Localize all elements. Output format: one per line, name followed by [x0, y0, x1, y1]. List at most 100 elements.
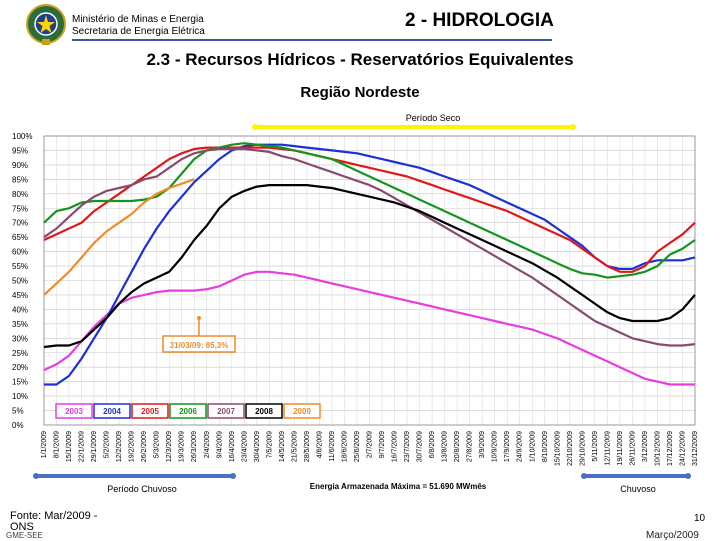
ministry-header: Ministério de Minas e Energia Secretaria…: [72, 14, 205, 38]
chart-series: [43, 142, 696, 386]
max-stored-energy-label: Energia Armazenada Máxima = 51.690 MWmês: [310, 482, 487, 491]
y-tick-label: 40%: [12, 305, 28, 314]
x-tick-label: 2/4/2009: [204, 431, 211, 458]
wet-period-label: Período Chuvoso: [107, 484, 177, 494]
x-tick-label: 30/4/2009: [254, 431, 261, 462]
x-tick-label: 3/9/2009: [479, 431, 486, 458]
x-tick-label: 5/2/2009: [104, 431, 111, 458]
x-tick-label: 19/11/2009: [617, 431, 624, 466]
ministry-name: Ministério de Minas e Energia: [72, 14, 204, 25]
x-tick-label: 17/9/2009: [504, 431, 511, 462]
footer-department: GME-SEE: [6, 531, 43, 540]
wet-period-right-end-dot: [685, 473, 691, 479]
chart-title: Região Nordeste: [300, 84, 420, 101]
annotation-current-value: 31/03/09: 85,3%: [170, 341, 229, 350]
x-tick-label: 10/9/2009: [492, 431, 499, 462]
x-tick-label: 19/2/2009: [129, 431, 136, 462]
y-axis: 0% 5% 10% 15% 20% 25% 30% 35% 40% 45% 50% 55% 60% 65%…: [12, 132, 32, 430]
y-tick-label: 45%: [12, 291, 28, 300]
legend-label-2007: 2007: [217, 407, 235, 416]
legend-box-2006: [169, 403, 207, 419]
x-tick-label: 23/7/2009: [404, 431, 411, 462]
x-tick-label: 16/4/2009: [229, 431, 236, 462]
x-tick-label: 12/3/2009: [166, 431, 173, 462]
y-tick-label: 60%: [12, 248, 28, 257]
y-tick-label: 35%: [12, 320, 28, 329]
y-tick-label: 30%: [12, 334, 28, 343]
x-tick-label: 23/4/2009: [241, 431, 248, 462]
x-tick-label: 1/10/2009: [529, 431, 536, 462]
x-tick-label: 25/6/2009: [354, 431, 361, 462]
page-title: 2.3 - Recursos Hídricos - Reservatórios …: [146, 50, 574, 69]
page-number: 10: [694, 513, 706, 524]
y-tick-label: 55%: [12, 262, 28, 271]
legend-label-2004: 2004: [103, 407, 121, 416]
legend-box-2009: [283, 403, 321, 419]
x-tick-label: 26/3/2009: [191, 431, 198, 462]
x-tick-label: 9/7/2009: [379, 431, 386, 458]
wet-period-end-label: Chuvoso: [620, 484, 656, 494]
x-tick-label: 31/12/2009: [692, 431, 699, 466]
series-line-2003: [43, 270, 695, 386]
x-tick-label: 20/8/2009: [454, 431, 461, 462]
legend-box-2003: [55, 403, 93, 419]
x-tick-label: 5/11/2009: [592, 431, 599, 462]
wet-period-right-start-dot: [581, 473, 587, 479]
x-tick-label: 11/6/2009: [329, 431, 336, 462]
x-tick-label: 12/2/2009: [116, 431, 123, 462]
x-tick-label: 15/1/2009: [66, 431, 73, 462]
series-line-2008: [43, 184, 696, 349]
x-tick-label: 6/8/2009: [429, 431, 436, 458]
x-tick-label: 9/4/2009: [216, 431, 223, 458]
series-line-2005: [43, 146, 696, 273]
dry-period-start-dot: [252, 124, 258, 130]
dry-period-label: Período Seco: [406, 113, 461, 123]
x-tick-label: 7/5/2009: [266, 431, 273, 458]
annotation-box: [162, 335, 236, 353]
header-divider: [72, 39, 552, 41]
x-tick-label: 3/12/2009: [642, 431, 649, 462]
legend-label-2005: 2005: [141, 407, 159, 416]
legend-label-2003: 2003: [65, 407, 83, 416]
x-tick-label: 24/12/2009: [679, 431, 686, 466]
x-tick-label: 13/8/2009: [442, 431, 449, 462]
x-tick-label: 27/8/2009: [467, 431, 474, 462]
x-tick-label: 29/1/2009: [91, 431, 98, 462]
x-tick-label: 2/7/2009: [367, 431, 374, 458]
chart-legend: 2003 2004 2005 2006 2007 2008 2009: [55, 403, 321, 419]
y-tick-label: 65%: [12, 233, 28, 242]
wet-period-left-end-dot: [230, 473, 236, 479]
footer-date: Março/2009: [646, 530, 699, 541]
x-tick-label: 15/10/2009: [554, 431, 561, 466]
x-tick-label: 19/3/2009: [179, 431, 186, 462]
x-tick-label: 14/5/2009: [279, 431, 286, 462]
x-tick-label: 18/6/2009: [341, 431, 348, 462]
x-tick-label: 8/10/2009: [542, 431, 549, 462]
x-tick-label: 26/11/2009: [629, 431, 636, 466]
y-tick-label: 10%: [12, 392, 28, 401]
legend-box-2004: [93, 403, 131, 419]
annotation-pointer-dot: [197, 316, 201, 320]
y-tick-label: 50%: [12, 277, 28, 286]
y-tick-label: 5%: [12, 407, 24, 416]
wet-period-left-start-dot: [33, 473, 39, 479]
x-tick-label: 22/1/2009: [79, 431, 86, 462]
y-tick-label: 100%: [12, 132, 32, 141]
y-tick-label: 25%: [12, 349, 28, 358]
y-tick-label: 85%: [12, 175, 28, 184]
x-axis: 1/1/2009 8/1/2009 15/1/2009 22/1/2009 29/1/2…: [41, 431, 699, 466]
y-tick-label: 15%: [12, 378, 28, 387]
x-tick-label: 4/6/2009: [316, 431, 323, 458]
x-tick-label: 1/1/2009: [41, 431, 48, 458]
x-tick-label: 29/10/2009: [579, 431, 586, 466]
ministry-crest-logo: [26, 4, 66, 45]
legend-box-2008: [245, 403, 283, 419]
plot-area-frame: [43, 135, 696, 426]
x-tick-label: 5/3/2009: [154, 431, 161, 458]
y-tick-label: 20%: [12, 363, 28, 372]
dry-period-end-dot: [570, 124, 576, 130]
source-note: Fonte: Mar/2009 - ONS: [10, 510, 98, 533]
section-title: 2 - HIDROLOGIA: [405, 10, 554, 31]
x-tick-label: 17/12/2009: [667, 431, 674, 466]
